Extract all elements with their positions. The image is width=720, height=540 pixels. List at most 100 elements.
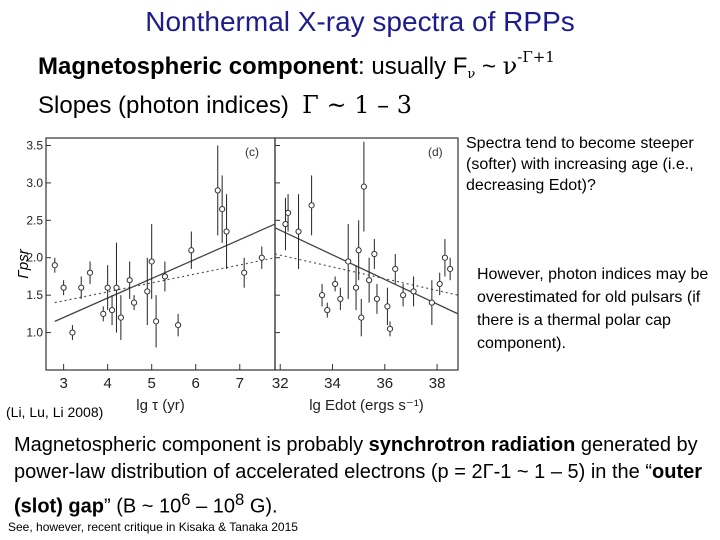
data-point	[447, 265, 454, 273]
x-axis-label: lg Edot (ergs s⁻¹)	[309, 397, 424, 414]
data-point	[223, 228, 230, 235]
data-point	[441, 254, 449, 261]
conclusion-text-3: ” (B ~ 10	[104, 495, 182, 518]
y-tick-label: 2.5	[26, 213, 43, 227]
conclusion-text-4: – 10	[190, 495, 236, 518]
conclusion-text-1: Magnetospheric component is probably	[14, 434, 369, 456]
y-tick-label: 2.0	[26, 251, 43, 265]
synchrotron-term: synchrotron radiation	[368, 434, 576, 456]
data-point	[219, 205, 226, 213]
data-point	[148, 258, 155, 265]
slopes-text: Slopes (photon indices)	[38, 92, 289, 119]
data-point	[100, 310, 107, 317]
x-tick-label: 32	[272, 375, 289, 392]
solid-fit-line	[274, 227, 459, 315]
x-tick-label: 4	[103, 375, 111, 392]
citation: (Li, Lu, Li 2008)	[6, 404, 104, 420]
data-point	[360, 183, 367, 190]
conclusion-text-5: G).	[244, 495, 278, 518]
x-tick-label: 3	[59, 375, 67, 392]
field-exp-low: 6	[181, 490, 191, 509]
data-point	[108, 307, 116, 314]
data-point	[284, 209, 292, 216]
flux-subscript: ν	[467, 67, 476, 82]
data-point	[386, 325, 394, 332]
data-point	[332, 280, 339, 288]
data-point	[392, 265, 399, 273]
x-tick-label: 7	[236, 375, 244, 392]
data-point	[117, 314, 124, 321]
steeper-spectra-note: Spectra tend to become steeper (softer) …	[466, 135, 694, 194]
x-axis-label: lg τ (yr)	[136, 397, 184, 414]
data-point	[188, 247, 195, 254]
slide-title: Nonthermal X-ray spectra of RPPs	[145, 6, 575, 37]
y-tick-label: 1.5	[26, 288, 43, 302]
y-tick-label: 3.0	[26, 176, 43, 190]
data-point	[214, 187, 221, 194]
x-tick-label: 6	[192, 375, 200, 392]
field-exp-high: 8	[235, 490, 245, 509]
slopes-line: Slopes (photon indices) Γ ~ 1 – 3	[38, 91, 412, 120]
data-point	[358, 314, 365, 321]
gamma-range: Γ ~ 1 – 3	[302, 91, 412, 119]
data-point	[144, 288, 151, 295]
magnetospheric-line: Magnetospheric component: usually Fν ~ ν…	[38, 48, 555, 82]
data-point	[86, 269, 94, 276]
y-axis-label: Γpsr	[15, 248, 32, 278]
data-point	[400, 292, 407, 299]
data-point	[410, 288, 417, 295]
data-point	[175, 321, 182, 329]
data-point	[69, 329, 76, 336]
photon-index-figure: 3 4 5 6 71.01.52.02.53.03.5 (c)lg τ (yr) 32 34…	[15, 137, 459, 414]
data-point	[104, 284, 111, 291]
y-tick-label: 3.5	[26, 138, 43, 152]
data-point	[258, 254, 265, 261]
data-point	[428, 299, 435, 306]
data-point	[282, 220, 289, 228]
panel-frame	[274, 137, 459, 371]
panel-label: (c)	[245, 145, 259, 159]
x-tick-label: 5	[148, 375, 156, 392]
data-point	[371, 250, 378, 258]
data-point	[355, 247, 362, 254]
data-point	[352, 284, 360, 291]
conclusion-paragraph: Magnetospheric component is probably syn…	[14, 432, 716, 521]
data-point	[436, 280, 443, 288]
magnetospheric-term: Magnetospheric component	[38, 53, 359, 80]
data-point	[152, 318, 160, 325]
critique-footnote: See, however, recent critique in Kisaka …	[8, 520, 298, 534]
flux-exponent: -Γ+1	[517, 48, 555, 66]
data-point	[78, 284, 85, 291]
x-tick-label: 36	[376, 375, 393, 392]
data-point	[130, 299, 138, 306]
overestimate-note: However, photon indices may be overestim…	[477, 266, 709, 352]
outer-gap-term: outer (slot) gap	[14, 461, 703, 518]
panel-c-age: 3 4 5 6 7 1.0 1.5 2.0 2.5 3.0 3.5 (c) lg τ (yr)	[26, 137, 276, 414]
data-point	[161, 273, 169, 280]
panel-d-edot: 32 34 36 38 (d) lg Edot (ergs s⁻¹)	[272, 137, 459, 414]
panel-frame	[45, 137, 276, 371]
data-point	[337, 295, 344, 303]
data-point	[373, 295, 381, 303]
data-point	[51, 262, 58, 269]
conclusion-text-2: generated by power-law distribution of a…	[14, 434, 698, 483]
data-point	[324, 307, 331, 314]
flux-text: : usually F	[358, 53, 468, 80]
sim-text: ~	[475, 53, 503, 80]
data-point	[241, 269, 248, 276]
data-point	[126, 277, 133, 284]
data-point	[384, 303, 391, 310]
x-tick-label: 38	[429, 375, 446, 392]
data-point	[345, 258, 352, 265]
data-point	[113, 284, 120, 291]
data-point	[60, 284, 67, 291]
data-point	[308, 202, 315, 209]
y-tick-label: 1.0	[26, 326, 43, 340]
data-point	[295, 228, 302, 235]
x-tick-label: 34	[324, 375, 341, 392]
data-point	[318, 292, 326, 299]
dotted-fit-line	[274, 253, 459, 296]
panel-label: (d)	[428, 145, 443, 159]
nu-symbol: ν	[502, 52, 518, 80]
data-point	[366, 277, 373, 284]
